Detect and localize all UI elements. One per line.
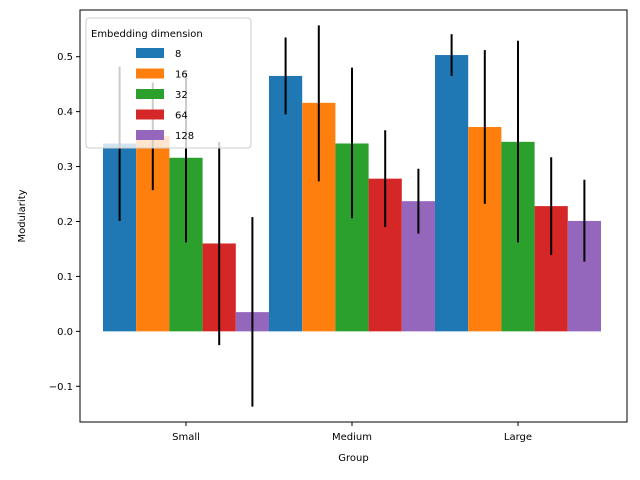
x-tick-label: Medium	[332, 432, 372, 443]
x-tick-label: Small	[172, 432, 200, 443]
legend-label-64: 64	[175, 111, 188, 122]
bar-8-medium	[269, 75, 303, 332]
legend-swatch-32	[136, 89, 164, 99]
legend-label-128: 128	[175, 131, 194, 142]
x-tick-label: Large	[504, 432, 532, 443]
y-axis: −0.1 0.0 0.1 0.2 0.3 0.4 0.5	[49, 52, 80, 393]
y-tick-label: 0.2	[57, 217, 73, 228]
plot-frame	[79, 9, 628, 423]
y-tick-label: 0.4	[57, 107, 73, 118]
legend-swatch-64	[136, 109, 164, 120]
y-tick-label: 0.3	[57, 162, 73, 173]
x-axis-label: Group	[338, 453, 368, 464]
legend-label-32: 32	[175, 90, 188, 101]
y-tick-label: −0.1	[49, 382, 73, 393]
y-tick-label: 0.5	[57, 52, 73, 63]
bar-8-large	[435, 55, 469, 332]
legend-swatch-8	[136, 48, 164, 58]
y-axis-label: Modularity	[17, 189, 28, 242]
y-tick-label: 0.1	[57, 272, 73, 283]
legend: Embedding dimension 8 16 32 64 128	[85, 17, 252, 149]
y-tick-label: 0.0	[57, 327, 73, 338]
x-axis: Small Medium Large	[172, 422, 532, 443]
legend-swatch-16	[136, 68, 164, 79]
legend-label-16: 16	[175, 70, 188, 81]
legend-swatch-128	[136, 130, 164, 140]
legend-title: Embedding dimension	[91, 29, 203, 40]
legend-box	[85, 17, 252, 149]
legend-label-8: 8	[175, 49, 181, 60]
